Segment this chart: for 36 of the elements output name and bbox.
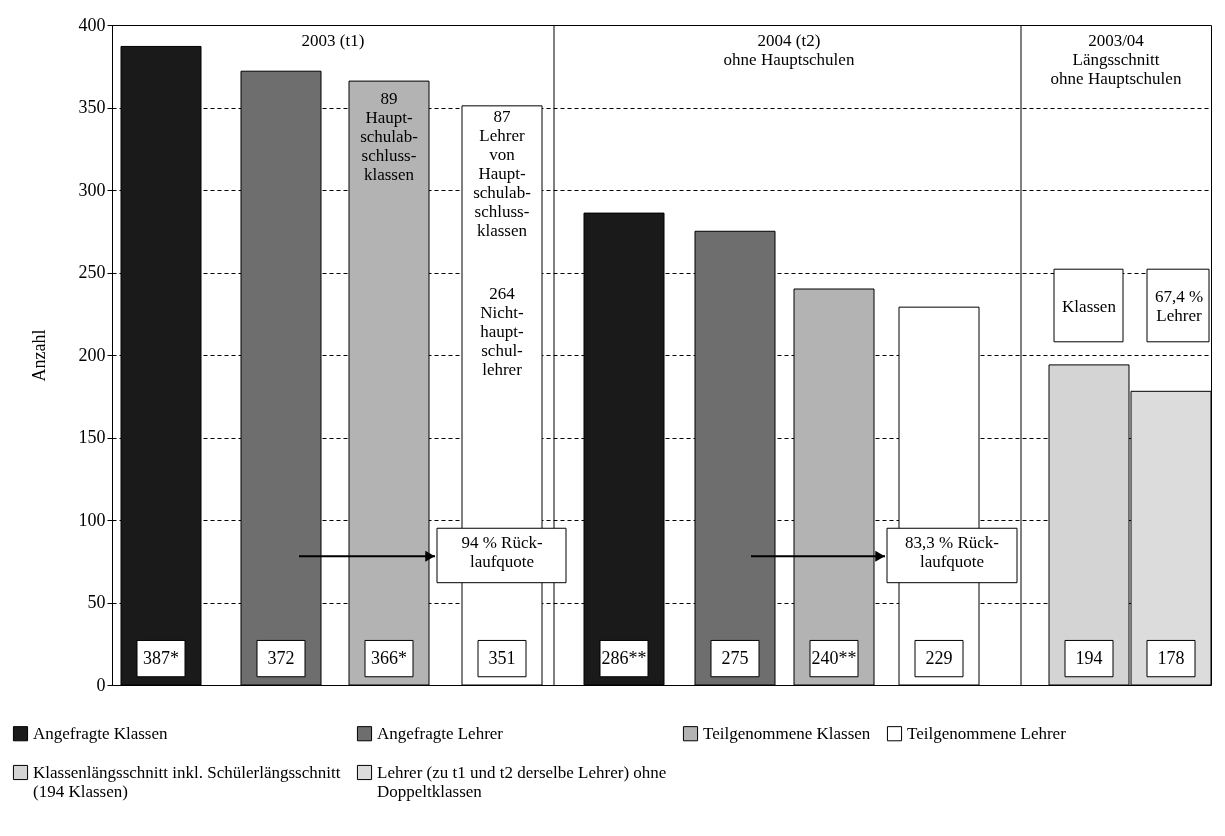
data-label: 178	[1157, 647, 1185, 668]
annotation: Klassen	[1062, 296, 1117, 316]
legend-label: Teilgenommene Klassen	[703, 723, 871, 743]
y-tick-label: 150	[78, 427, 106, 447]
data-label: 351	[488, 647, 516, 668]
legend-label: Lehrer (zu t1 und t2 derselbe Lehrer) ohne Doppeltklassen	[377, 762, 667, 801]
y-tick-label: 350	[78, 97, 106, 117]
data-label: 275	[721, 647, 749, 668]
data-label: 387*	[143, 647, 179, 668]
data-label: 194	[1075, 647, 1103, 668]
annotation: 264 Nicht- haupt- schul- lehrer	[480, 283, 525, 379]
annotation: 67,4 % Lehrer	[1154, 287, 1204, 325]
y-tick-label: 300	[78, 179, 106, 200]
data-label: 229	[925, 647, 953, 668]
y-tick-label: 50	[87, 592, 106, 612]
legend-label: Klassenlängsschnitt inkl. Schülerlängsschnitt (194 Klassen)	[33, 762, 341, 801]
y-tick-label: 100	[78, 509, 106, 530]
annotation: 87 Lehrer von Haupt- schulab- schluss- klassen	[473, 107, 532, 241]
data-label: 286**	[601, 647, 647, 668]
data-label: 366*	[371, 647, 407, 668]
legend-label: Angefragte Lehrer	[377, 723, 504, 743]
legend-label: Angefragte Klassen	[33, 723, 169, 743]
annotation: 2003 (t1)	[301, 31, 365, 51]
y-axis-title: Anzahl	[28, 329, 49, 382]
legend-label: Teilgenommene Lehrer	[907, 723, 1067, 743]
annotation: 83,3 % Rück- laufquote	[905, 532, 1000, 571]
data-label: 372	[267, 647, 295, 668]
y-tick-label: 250	[78, 262, 106, 282]
annotation: 89 Haupt- schulab- schluss- klassen	[360, 89, 419, 184]
y-tick-label: 400	[78, 14, 106, 35]
y-tick-label: 0	[96, 674, 106, 695]
annotation: 94 % Rück- laufquote	[461, 532, 543, 571]
y-tick-label: 200	[78, 344, 106, 365]
annotation: 2004 (t2) ohne Hauptschulen	[723, 31, 855, 70]
annotation: 2003/04 Längsschnitt ohne Hauptschulen	[1050, 31, 1182, 89]
data-label: 240**	[811, 647, 857, 668]
